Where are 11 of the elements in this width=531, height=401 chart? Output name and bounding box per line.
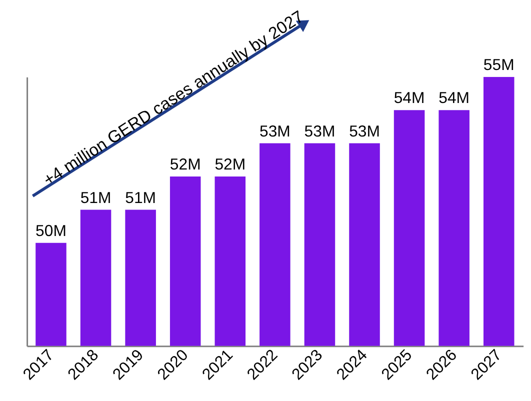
data-label: 52M [170, 156, 201, 174]
data-label: 54M [438, 90, 470, 108]
data-label: 55M [483, 56, 514, 74]
data-label: 53M [349, 123, 380, 140]
data-label: 51M [125, 190, 156, 207]
data-label: 53M [304, 123, 336, 140]
data-label: 53M [259, 123, 290, 140]
data-label: 54M [394, 90, 425, 108]
data-label: 50M [36, 222, 66, 240]
data-label: 52M [214, 156, 246, 174]
data-label: 51M [80, 190, 112, 207]
